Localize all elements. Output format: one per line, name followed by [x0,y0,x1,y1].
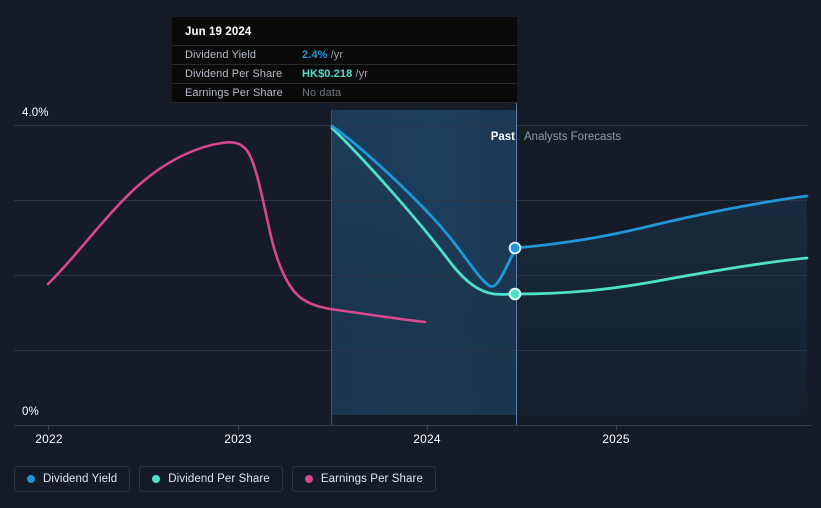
chart-legend: Dividend Yield Dividend Per Share Earnin… [14,466,436,492]
legend-dot-dividend-per-share-icon [152,475,161,483]
tooltip-unit-dividend-per-share: /yr [355,68,369,80]
tooltip-row-earnings-per-share: Earnings Per Share No data [172,83,517,103]
tooltip-value-earnings-per-share: No data [302,87,342,99]
x-axis-tick-2024: 2024 [413,432,441,446]
dividend-yield-marker[interactable] [508,241,522,255]
tooltip-row-dividend-per-share: Dividend Per Share HK$0.218 /yr [172,64,517,83]
legend-item-dividend-yield[interactable]: Dividend Yield [14,466,131,492]
legend-item-earnings-per-share[interactable]: Earnings Per Share [291,466,436,492]
gridlines [14,125,807,351]
legend-label-dividend-yield: Dividend Yield [43,473,118,485]
dividend-per-share-area [332,128,807,415]
x-axis-tick-2025: 2025 [602,432,630,446]
legend-label-earnings-per-share: Earnings Per Share [320,473,423,485]
legend-item-dividend-per-share[interactable]: Dividend Per Share [139,466,283,492]
dividend-per-share-marker[interactable] [508,287,522,301]
tooltip-value-dividend-yield: 2.4% /yr [302,49,343,61]
x-axis-tick-2023: 2023 [224,432,252,446]
tooltip-number-dividend-yield: 2.4% [302,49,328,61]
x-axis-tick-2022: 2022 [35,432,63,446]
legend-dot-earnings-per-share-icon [304,475,313,483]
tooltip-label-dividend-per-share: Dividend Per Share [185,68,283,80]
earnings-per-share-line [46,140,427,324]
tooltip-unit-dividend-yield: /yr [330,49,344,61]
past-label: Past [490,131,515,143]
y-axis-tick-top: 4.0% [22,107,49,119]
legend-dot-dividend-yield-icon [27,475,35,483]
chart-tooltip: Jun 19 2024 Dividend Yield 2.4% /yr Divi… [172,17,517,103]
tooltip-row-dividend-yield: Dividend Yield 2.4% /yr [172,45,517,64]
tooltip-value-dividend-per-share: HK$0.218 /yr [302,68,368,80]
dividend-yield-line [330,124,809,288]
y-axis-tick-bottom: 0% [22,406,39,418]
analysts-forecasts-label: Analysts Forecasts [524,131,622,143]
tooltip-number-dividend-per-share: HK$0.218 [302,68,353,80]
tooltip-label-dividend-yield: Dividend Yield [185,49,257,61]
tooltip-label-earnings-per-share: Earnings Per Share [185,87,283,99]
tooltip-date: Jun 19 2024 [185,26,252,38]
x-tick-marks [48,425,617,430]
legend-label-dividend-per-share: Dividend Per Share [168,473,270,485]
